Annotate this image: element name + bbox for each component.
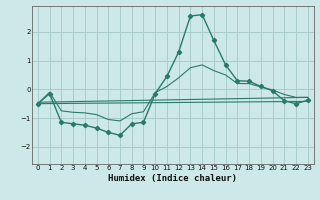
X-axis label: Humidex (Indice chaleur): Humidex (Indice chaleur) (108, 174, 237, 183)
